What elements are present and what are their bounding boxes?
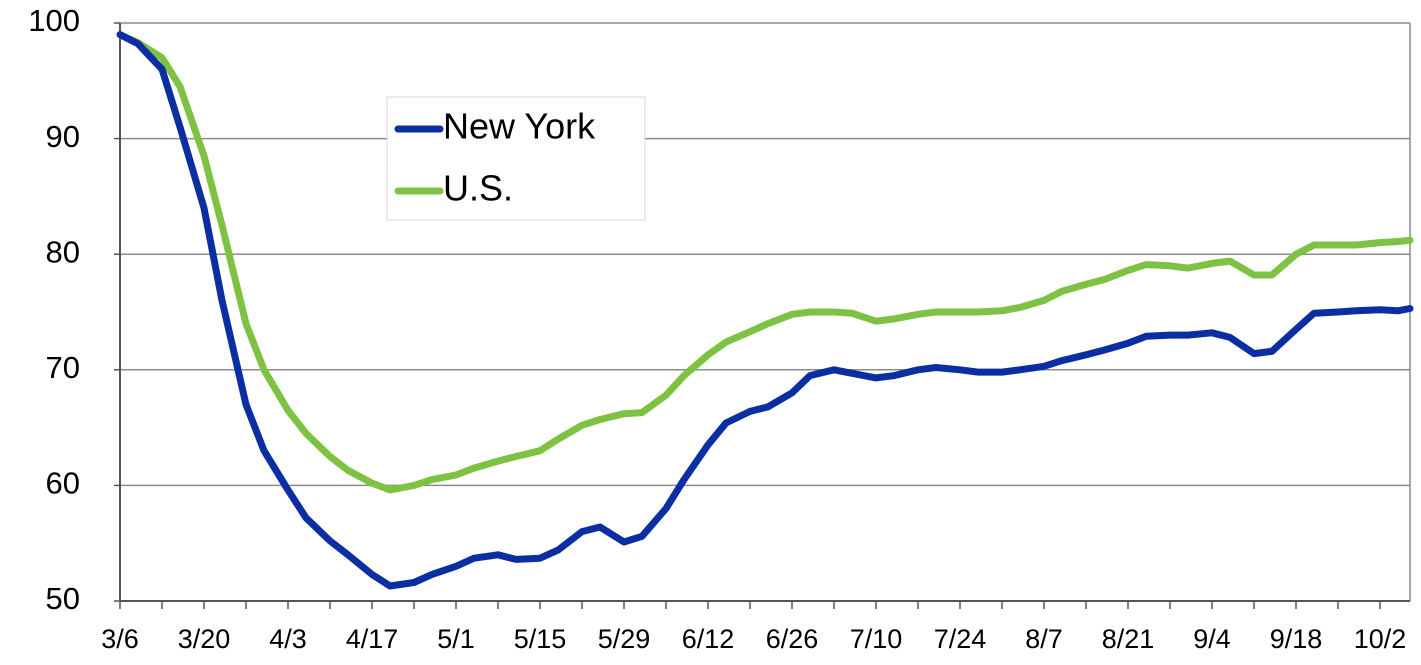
legend-box <box>386 96 646 221</box>
x-tick-label: 9/4 <box>1193 624 1231 654</box>
x-tick-label: 3/20 <box>178 624 231 654</box>
x-tick-label: 6/26 <box>766 624 819 654</box>
series-line <box>116 31 1414 494</box>
y-tick-label: 80 <box>46 234 80 269</box>
x-tick-label: 5/1 <box>437 624 475 654</box>
legend: New York U.S. <box>394 106 596 209</box>
y-tick-label: 70 <box>46 350 80 385</box>
y-tick-label: 90 <box>46 119 80 154</box>
y-tick-label: 60 <box>46 466 80 501</box>
x-tick-label: 4/17 <box>346 624 399 654</box>
y-tick-label: 100 <box>28 3 80 38</box>
x-tick-label: 8/7 <box>1025 624 1063 654</box>
x-tick-label: 5/29 <box>598 624 651 654</box>
legend-label: New York <box>443 106 596 147</box>
x-tick-label: 3/6 <box>101 624 139 654</box>
x-tick-label: 4/3 <box>269 624 307 654</box>
x-tick-label: 6/12 <box>682 624 735 654</box>
x-tick-label: 9/18 <box>1270 624 1323 654</box>
x-tick-label: 5/15 <box>514 624 567 654</box>
x-tick-label: 8/21 <box>1102 624 1155 654</box>
y-tick-label: 50 <box>46 581 80 616</box>
legend-label: U.S. <box>443 168 513 209</box>
x-tick-label: 10/2 <box>1354 624 1407 654</box>
x-tick-label: 7/10 <box>850 624 903 654</box>
series-line <box>116 31 1414 590</box>
x-tick-label: 7/24 <box>934 624 987 654</box>
